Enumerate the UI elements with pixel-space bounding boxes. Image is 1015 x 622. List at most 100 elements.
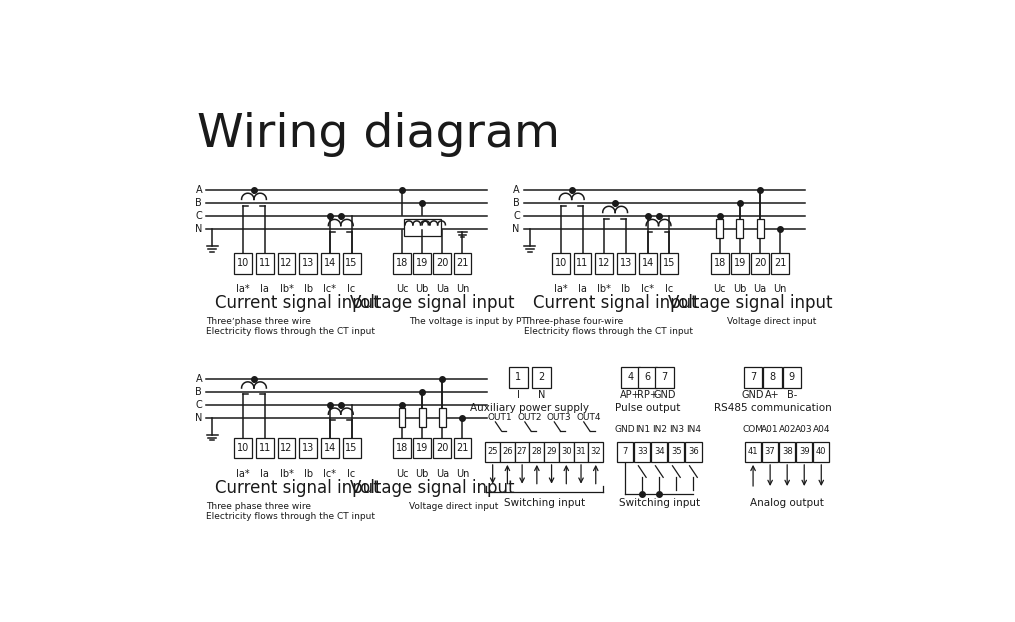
Text: Current signal input: Current signal input [533, 294, 697, 312]
Text: A: A [514, 185, 520, 195]
Text: Ia*: Ia* [236, 284, 250, 294]
Text: Uc: Uc [396, 469, 408, 479]
FancyBboxPatch shape [438, 408, 446, 427]
FancyBboxPatch shape [559, 442, 573, 462]
Text: 31: 31 [576, 447, 587, 457]
Text: Ib*: Ib* [279, 284, 293, 294]
Text: 20: 20 [436, 258, 449, 268]
FancyBboxPatch shape [413, 253, 431, 274]
Text: Current signal input: Current signal input [215, 294, 380, 312]
FancyBboxPatch shape [744, 367, 762, 388]
Text: B: B [195, 387, 202, 397]
FancyBboxPatch shape [652, 442, 668, 462]
Text: 2: 2 [538, 372, 545, 383]
Text: B: B [513, 198, 520, 208]
FancyBboxPatch shape [617, 442, 633, 462]
Text: Switching input: Switching input [503, 498, 585, 508]
Text: 19: 19 [734, 258, 746, 268]
Text: 7: 7 [750, 372, 756, 383]
Text: Electricity flows through the CT input: Electricity flows through the CT input [206, 512, 375, 521]
Text: 21: 21 [774, 258, 787, 268]
FancyBboxPatch shape [256, 438, 274, 458]
FancyBboxPatch shape [552, 253, 569, 274]
Text: 20: 20 [754, 258, 766, 268]
FancyBboxPatch shape [393, 253, 411, 274]
FancyBboxPatch shape [321, 253, 339, 274]
Text: 25: 25 [487, 447, 498, 457]
Text: 37: 37 [764, 447, 775, 457]
Text: 34: 34 [654, 447, 665, 457]
Text: 20: 20 [436, 443, 449, 453]
Text: 21: 21 [457, 258, 469, 268]
FancyBboxPatch shape [433, 438, 452, 458]
Text: 27: 27 [517, 447, 528, 457]
FancyBboxPatch shape [737, 220, 743, 238]
Text: A+: A+ [765, 390, 780, 400]
Text: 39: 39 [799, 447, 810, 457]
Text: 10: 10 [236, 258, 250, 268]
FancyBboxPatch shape [796, 442, 812, 462]
Text: 32: 32 [591, 447, 601, 457]
Text: Pulse output: Pulse output [615, 402, 680, 412]
FancyBboxPatch shape [234, 438, 252, 458]
Text: COM: COM [743, 425, 763, 434]
Text: N: N [538, 390, 545, 400]
Text: 36: 36 [688, 447, 698, 457]
Text: Ub: Ub [415, 469, 428, 479]
Text: RP+: RP+ [637, 390, 658, 400]
Text: Ic: Ic [665, 284, 674, 294]
Text: B-: B- [787, 390, 797, 400]
Text: C: C [195, 400, 202, 410]
FancyBboxPatch shape [299, 253, 317, 274]
Text: IN3: IN3 [669, 425, 684, 434]
FancyBboxPatch shape [321, 438, 339, 458]
Text: 10: 10 [555, 258, 567, 268]
Text: 14: 14 [324, 258, 336, 268]
Text: Ic: Ic [347, 284, 355, 294]
Text: 14: 14 [324, 443, 336, 453]
Text: GND: GND [615, 425, 635, 434]
FancyBboxPatch shape [509, 367, 528, 388]
FancyBboxPatch shape [751, 253, 769, 274]
FancyBboxPatch shape [500, 442, 515, 462]
Text: Threeʼphase three wire: Threeʼphase three wire [206, 317, 311, 326]
FancyBboxPatch shape [544, 442, 559, 462]
Text: 1: 1 [516, 372, 522, 383]
Text: Ib: Ib [303, 284, 313, 294]
Text: 28: 28 [532, 447, 542, 457]
Text: Electricity flows through the CT input: Electricity flows through the CT input [524, 327, 692, 337]
Text: C: C [513, 211, 520, 221]
Text: Current signal input: Current signal input [215, 479, 380, 497]
FancyBboxPatch shape [589, 442, 603, 462]
FancyBboxPatch shape [717, 220, 724, 238]
FancyBboxPatch shape [278, 253, 295, 274]
Text: Ia: Ia [261, 469, 269, 479]
FancyBboxPatch shape [418, 408, 425, 427]
Text: RS485 communication: RS485 communication [714, 402, 831, 412]
Text: N: N [195, 413, 202, 423]
FancyBboxPatch shape [343, 253, 360, 274]
FancyBboxPatch shape [596, 253, 613, 274]
Text: OUT1: OUT1 [488, 414, 513, 422]
Text: Ib*: Ib* [598, 284, 611, 294]
Text: Uc: Uc [396, 284, 408, 294]
FancyBboxPatch shape [813, 442, 829, 462]
Text: Ic*: Ic* [324, 284, 336, 294]
Text: 26: 26 [502, 447, 513, 457]
Text: OUT4: OUT4 [577, 414, 601, 422]
Text: 19: 19 [416, 443, 428, 453]
Text: Ia*: Ia* [554, 284, 567, 294]
Text: Voltage direct input: Voltage direct input [727, 317, 816, 326]
Text: Switching input: Switching input [619, 498, 700, 508]
Text: Ia: Ia [579, 284, 587, 294]
Text: B: B [195, 198, 202, 208]
Text: GND: GND [742, 390, 764, 400]
Text: OUT3: OUT3 [547, 414, 571, 422]
Text: 14: 14 [641, 258, 654, 268]
Text: 12: 12 [280, 443, 292, 453]
FancyBboxPatch shape [685, 442, 701, 462]
Text: 33: 33 [636, 447, 648, 457]
FancyBboxPatch shape [299, 438, 317, 458]
Text: 18: 18 [396, 258, 408, 268]
FancyBboxPatch shape [668, 442, 684, 462]
